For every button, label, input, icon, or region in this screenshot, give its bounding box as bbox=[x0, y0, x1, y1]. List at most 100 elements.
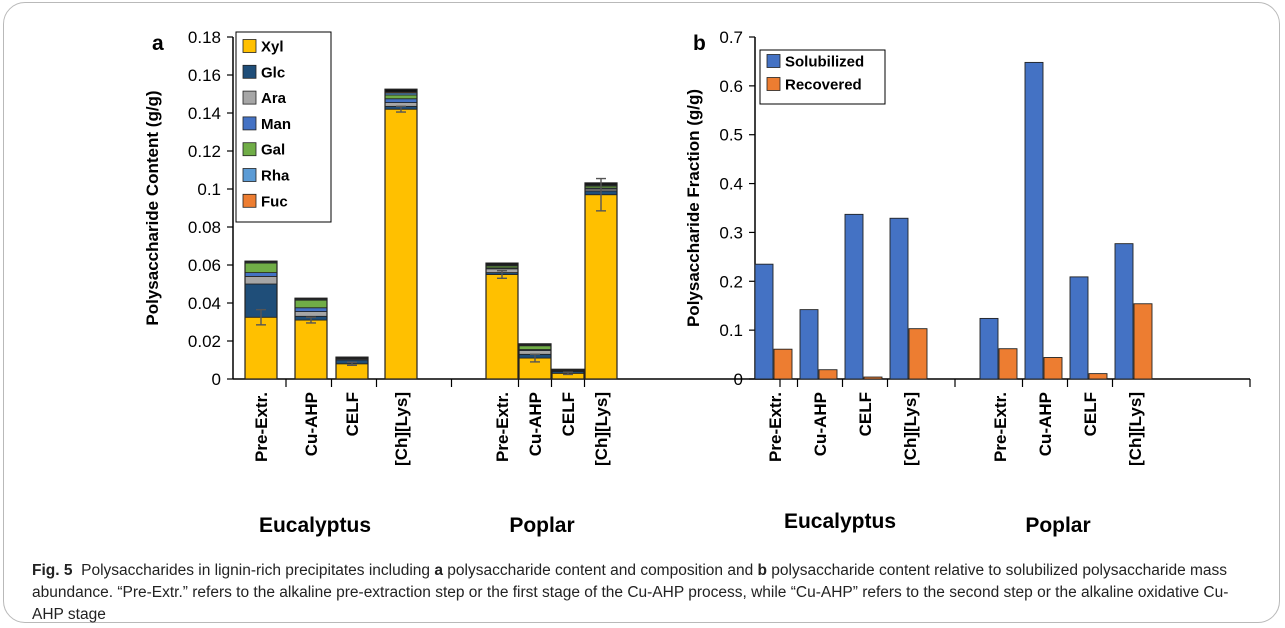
panel-a-y-tick-label: 0.04 bbox=[188, 294, 221, 313]
panel-a-legend-label: Gal bbox=[261, 142, 285, 159]
panel-a-legend-label: Glc bbox=[261, 64, 285, 81]
panel-b-bar-recovered bbox=[1133, 303, 1153, 380]
caption-panel-a: a bbox=[434, 562, 443, 579]
figure-frame bbox=[3, 2, 1280, 623]
panel-a-category-label: [Ch][Lys] bbox=[392, 392, 411, 466]
panel-a-legend-swatch bbox=[242, 193, 257, 208]
panel-b-bar-solubilized bbox=[1024, 61, 1044, 380]
panel-a-bar-segment bbox=[485, 274, 519, 380]
panel-b-bar-recovered bbox=[863, 376, 883, 380]
panel-b-bar-solubilized bbox=[1114, 243, 1134, 380]
panel-b-category-label: Pre-Extr. bbox=[991, 392, 1010, 462]
panel-b-bar-recovered bbox=[773, 348, 793, 380]
panel-b-bar-recovered bbox=[1088, 373, 1108, 380]
panel-b-legend-box bbox=[759, 49, 886, 105]
panel-b-y-tick-label: 0.1 bbox=[719, 321, 743, 340]
panel-b-legend-swatch bbox=[766, 77, 781, 91]
panel-a-category-label: [Ch][Lys] bbox=[592, 392, 611, 466]
panel-a-bar-segment bbox=[518, 345, 552, 350]
panel-b-panel-label: b bbox=[693, 32, 706, 55]
panel-a-bar-segment bbox=[335, 363, 369, 380]
panel-a-bar-outline bbox=[244, 260, 278, 380]
panel-a-bar-segment bbox=[244, 316, 278, 380]
panel-a-category-label: Pre-Extr. bbox=[252, 392, 271, 462]
panel-b-group-label: Eucalyptus bbox=[784, 510, 896, 533]
panel-b-y-tick-label: 0.5 bbox=[719, 126, 743, 145]
panel-b-bar-recovered bbox=[1043, 357, 1063, 380]
panel-b-bar-recovered bbox=[908, 328, 928, 380]
panel-a-bar-segment bbox=[294, 319, 328, 380]
panel-b-bar-recovered bbox=[818, 369, 838, 380]
panel-a-bar-segment bbox=[294, 299, 328, 309]
panel-a-legend-swatch bbox=[242, 116, 257, 131]
panel-a-group-label: Eucalyptus bbox=[259, 514, 371, 537]
panel-a-bar-outline bbox=[384, 88, 418, 380]
panel-b-y-tick-label: 0.3 bbox=[719, 223, 743, 242]
panel-a-bar-segment bbox=[244, 262, 278, 274]
caption-text-3: polysaccharide content relative to solub… bbox=[32, 562, 1229, 623]
panel-b-category-label: Cu-AHP bbox=[1036, 392, 1055, 456]
panel-a-y-tick-label: 0.12 bbox=[188, 142, 221, 161]
panel-a-category-label: Cu-AHP bbox=[302, 392, 321, 456]
caption-text-1: Polysaccharides in lignin-rich precipita… bbox=[81, 562, 431, 579]
panel-b-category-label: CELF bbox=[1081, 392, 1100, 436]
panel-b-bar-solubilized bbox=[979, 317, 999, 380]
panel-a-y-tick-label: 0.06 bbox=[188, 256, 221, 275]
panel-a-bar-outline bbox=[551, 368, 585, 380]
panel-a-legend-swatch bbox=[242, 90, 257, 105]
panel-a-legend-swatch bbox=[242, 168, 257, 182]
panel-a-legend-label: Xyl bbox=[261, 39, 284, 56]
panel-b-category-label: Pre-Extr. bbox=[766, 392, 785, 462]
panel-a-group-label: Poplar bbox=[509, 514, 574, 537]
panel-a-bar-segment bbox=[244, 275, 278, 285]
panel-a-y-tick-label: 0.02 bbox=[188, 332, 221, 351]
panel-a-legend-swatch bbox=[242, 64, 257, 79]
panel-b-y-tick-label: 0 bbox=[734, 370, 743, 389]
panel-a-bar-segment bbox=[294, 311, 328, 317]
panel-a-bar-outline bbox=[294, 297, 328, 380]
panel-b-bar-solubilized bbox=[1069, 276, 1089, 380]
panel-b-y-tick-label: 0.4 bbox=[719, 175, 743, 194]
caption-text-2: polysaccharide content and composition a… bbox=[447, 562, 754, 579]
panel-a-y-tick-label: 0.14 bbox=[188, 104, 221, 123]
panel-a-legend-label: Man bbox=[261, 116, 291, 133]
panel-a-bar-segment bbox=[384, 108, 418, 380]
panel-a-bar-segment bbox=[384, 98, 418, 103]
panel-b-y-axis-title: Polysaccharide Fraction (g/g) bbox=[684, 89, 703, 327]
panel-b-bar-solubilized bbox=[754, 263, 774, 380]
panel-b-category-label: Cu-AHP bbox=[811, 392, 830, 456]
panel-b-group-label: Poplar bbox=[1025, 514, 1090, 537]
panel-b-legend-label: Solubilized bbox=[785, 54, 864, 71]
panel-b-y-tick-label: 0.6 bbox=[719, 77, 743, 96]
panel-a-legend-label: Fuc bbox=[261, 193, 288, 210]
panel-b-y-tick-label: 0.2 bbox=[719, 272, 743, 291]
panel-a-bar-outline bbox=[335, 356, 369, 380]
caption-fig-label: Fig. 5 bbox=[32, 562, 73, 579]
panel-b-category-label: CELF bbox=[856, 392, 875, 436]
panel-a-y-axis-title: Polysaccharide Content (g/g) bbox=[143, 90, 162, 325]
panel-a-y-tick-label: 0 bbox=[212, 370, 221, 389]
panel-b-category-label: [Ch][Lys] bbox=[1126, 392, 1145, 466]
panel-a-bar-segment bbox=[584, 194, 618, 380]
panel-a-y-tick-label: 0.18 bbox=[188, 28, 221, 47]
figure-caption: Fig. 5 Polysaccharides in lignin-rich pr… bbox=[32, 560, 1257, 626]
panel-a-bar-segment bbox=[244, 272, 278, 277]
panel-a-y-tick-label: 0.08 bbox=[188, 218, 221, 237]
panel-b-category-label: [Ch][Lys] bbox=[901, 392, 920, 466]
panel-b-bar-solubilized bbox=[844, 213, 864, 380]
panel-a-panel-label: a bbox=[152, 32, 164, 55]
panel-a-category-label: CELF bbox=[559, 392, 578, 436]
panel-a-category-label: Cu-AHP bbox=[526, 392, 545, 456]
panel-b-y-tick-label: 0.7 bbox=[719, 28, 743, 47]
panel-a-bar-segment bbox=[294, 307, 328, 312]
panel-a-bar-segment bbox=[384, 94, 418, 100]
panel-b-bar-solubilized bbox=[889, 217, 909, 380]
panel-a-category-label: Pre-Extr. bbox=[493, 392, 512, 462]
panel-b-bar-solubilized bbox=[799, 309, 819, 380]
panel-a-category-label: CELF bbox=[343, 392, 362, 436]
panel-a-legend-label: Rha bbox=[261, 168, 290, 185]
panel-a-bar-outline bbox=[518, 343, 552, 380]
panel-b-legend-swatch bbox=[766, 54, 781, 68]
panel-b-legend-label: Recovered bbox=[785, 77, 862, 94]
